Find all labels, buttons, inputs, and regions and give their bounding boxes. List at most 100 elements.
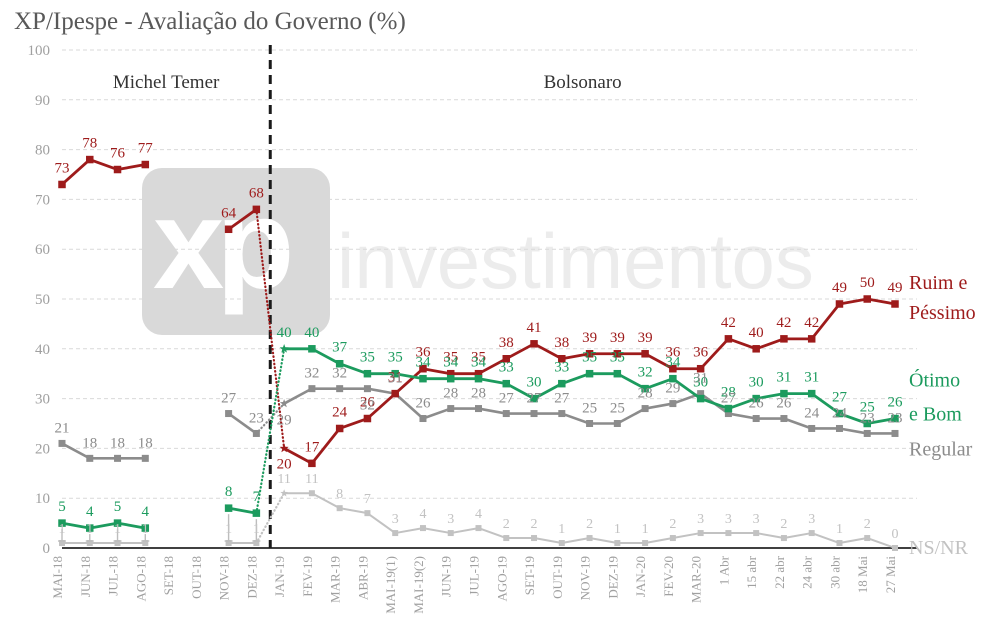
svg-text:18: 18 [110, 435, 125, 451]
svg-text:30: 30 [35, 392, 50, 408]
svg-text:1: 1 [614, 522, 621, 537]
svg-text:28: 28 [471, 386, 486, 402]
svg-text:50: 50 [35, 292, 50, 308]
svg-text:27 Mai: 27 Mai [883, 556, 898, 594]
svg-text:17: 17 [304, 439, 320, 455]
svg-text:MAI-19(1): MAI-19(1) [383, 556, 398, 614]
svg-text:Regular: Regular [909, 439, 973, 461]
svg-text:18: 18 [82, 435, 97, 451]
svg-text:27: 27 [721, 391, 737, 407]
svg-text:MAR-19: MAR-19 [328, 556, 343, 603]
svg-text:42: 42 [804, 315, 819, 331]
svg-text:27: 27 [499, 391, 515, 407]
svg-text:0: 0 [892, 527, 899, 542]
svg-text:29: 29 [277, 413, 292, 429]
svg-text:35: 35 [388, 350, 403, 366]
svg-text:18 Mai: 18 Mai [855, 556, 870, 594]
svg-text:1: 1 [642, 522, 649, 537]
svg-text:4: 4 [419, 507, 426, 522]
svg-text:23: 23 [888, 410, 903, 426]
svg-text:XP/Ipespe - Avaliação do Gover: XP/Ipespe - Avaliação do Governo (%) [14, 8, 406, 35]
svg-text:2: 2 [864, 517, 871, 532]
svg-text:DEZ-18: DEZ-18 [244, 556, 259, 599]
svg-text:34: 34 [665, 355, 681, 371]
svg-text:1: 1 [225, 522, 232, 537]
svg-text:40: 40 [749, 325, 764, 341]
svg-text:1: 1 [253, 522, 260, 537]
svg-text:AGO-19: AGO-19 [494, 556, 509, 602]
svg-text:Ruim e: Ruim e [909, 272, 967, 294]
svg-text:30: 30 [749, 375, 764, 391]
svg-text:32: 32 [332, 366, 347, 382]
svg-text:42: 42 [776, 315, 791, 331]
svg-text:ABR-19: ABR-19 [355, 556, 370, 600]
svg-text:27: 27 [221, 391, 237, 407]
svg-text:2: 2 [503, 517, 510, 532]
svg-text:OUT-19: OUT-19 [550, 556, 565, 599]
svg-text:Péssimo: Péssimo [909, 302, 976, 324]
svg-text:80: 80 [35, 143, 50, 159]
svg-text:76: 76 [110, 146, 126, 162]
svg-text:36: 36 [693, 345, 709, 361]
svg-text:8: 8 [225, 484, 233, 500]
svg-text:28: 28 [638, 386, 653, 402]
svg-text:4: 4 [142, 504, 150, 520]
svg-text:32: 32 [304, 366, 319, 382]
svg-text:3: 3 [447, 512, 454, 527]
svg-text:2: 2 [531, 517, 538, 532]
svg-text:38: 38 [554, 335, 569, 351]
svg-text:investimentos: investimentos [337, 217, 814, 305]
svg-text:1: 1 [114, 522, 121, 537]
svg-text:68: 68 [249, 185, 264, 201]
svg-text:SET-19: SET-19 [522, 556, 537, 595]
svg-text:AGO-18: AGO-18 [133, 556, 148, 602]
svg-text:5: 5 [58, 499, 66, 515]
svg-text:8: 8 [336, 487, 343, 502]
svg-text:39: 39 [638, 330, 653, 346]
svg-text:Ótimo: Ótimo [909, 368, 960, 392]
svg-text:JAN-19: JAN-19 [272, 556, 287, 597]
svg-text:31: 31 [388, 371, 403, 387]
svg-text:35: 35 [582, 350, 597, 366]
svg-text:30: 30 [527, 375, 542, 391]
svg-text:JAN-20: JAN-20 [633, 556, 648, 597]
svg-text:7: 7 [364, 492, 371, 507]
svg-text:4: 4 [86, 504, 94, 520]
svg-text:24: 24 [804, 405, 820, 421]
svg-text:10: 10 [35, 491, 50, 507]
svg-text:29: 29 [665, 381, 680, 397]
svg-text:21: 21 [55, 420, 70, 436]
svg-text:34: 34 [443, 355, 459, 371]
svg-text:34: 34 [415, 355, 431, 371]
svg-text:40: 40 [35, 342, 50, 358]
svg-text:0: 0 [43, 541, 51, 557]
svg-text:Bolsonaro: Bolsonaro [544, 72, 622, 93]
svg-text:39: 39 [582, 330, 597, 346]
svg-text:40: 40 [304, 325, 319, 341]
svg-text:26: 26 [415, 396, 431, 412]
svg-text:1: 1 [558, 522, 565, 537]
svg-text:1: 1 [59, 522, 66, 537]
svg-text:33: 33 [554, 360, 569, 376]
svg-text:e Bom: e Bom [909, 404, 962, 426]
svg-text:11: 11 [277, 472, 290, 487]
svg-text:49: 49 [888, 280, 903, 296]
svg-text:64: 64 [221, 205, 237, 221]
svg-text:24: 24 [332, 404, 348, 420]
svg-text:3: 3 [697, 512, 704, 527]
svg-text:39: 39 [610, 330, 625, 346]
svg-text:MAI-18: MAI-18 [50, 556, 65, 599]
svg-text:1: 1 [142, 522, 149, 537]
svg-text:23: 23 [860, 410, 875, 426]
svg-text:4: 4 [475, 507, 482, 522]
svg-text:1: 1 [86, 522, 93, 537]
svg-text:NOV-19: NOV-19 [578, 556, 593, 600]
svg-text:27: 27 [832, 390, 848, 406]
svg-text:26: 26 [749, 396, 765, 412]
svg-text:MAI-19(2): MAI-19(2) [411, 556, 426, 614]
svg-text:26: 26 [776, 396, 792, 412]
svg-text:90: 90 [35, 93, 50, 109]
svg-text:JUL-18: JUL-18 [106, 556, 121, 596]
svg-text:35: 35 [360, 350, 375, 366]
svg-text:3: 3 [392, 512, 399, 527]
